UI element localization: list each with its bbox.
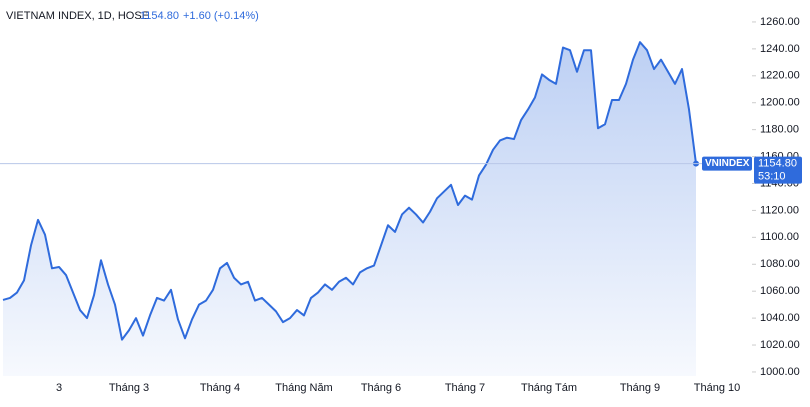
y-tick-label: 1100.00	[760, 231, 799, 243]
y-tick-label: 1000.00	[760, 366, 800, 378]
y-tick-label: 1220.00	[760, 70, 800, 82]
x-tick-label: Tháng 4	[200, 382, 240, 394]
y-tick-label: 1080.00	[760, 258, 800, 270]
x-tick-label: Tháng Năm	[275, 382, 332, 394]
x-tick-label: Tháng 9	[620, 382, 660, 394]
x-tick-label: 3	[56, 382, 62, 394]
series-tag: VNINDEX	[705, 158, 750, 169]
x-tick-label: Tháng 6	[361, 382, 401, 394]
y-tick-label: 1020.00	[760, 339, 800, 351]
y-tick-label: 1120.00	[760, 204, 799, 216]
y-tick-label: 1040.00	[760, 312, 800, 324]
y-tick-label: 1060.00	[760, 285, 800, 297]
area-fill	[3, 42, 696, 376]
x-tick-label: Tháng 3	[109, 382, 149, 394]
y-tick-label: 1240.00	[760, 43, 800, 55]
series-tag-box	[702, 156, 752, 171]
x-tick-label: Tháng 7	[445, 382, 485, 394]
price: 1154.80	[140, 10, 179, 22]
y-tick-label: 1200.00	[760, 97, 800, 109]
last-price-label: 1154.80	[758, 157, 797, 169]
change: +1.60 (+0.14%)	[183, 10, 259, 22]
last-price-box	[754, 156, 802, 184]
chart-title: VIETNAM INDEX, 1D, HOSE	[6, 10, 149, 22]
y-tick-label: 1180.00	[760, 124, 799, 136]
x-tick-label: Tháng 10	[694, 382, 740, 394]
x-tick-label: Tháng Tám	[521, 382, 577, 394]
countdown: 53:10	[758, 170, 786, 182]
y-tick-label: 1260.00	[760, 16, 800, 28]
price-line	[2, 41, 697, 341]
